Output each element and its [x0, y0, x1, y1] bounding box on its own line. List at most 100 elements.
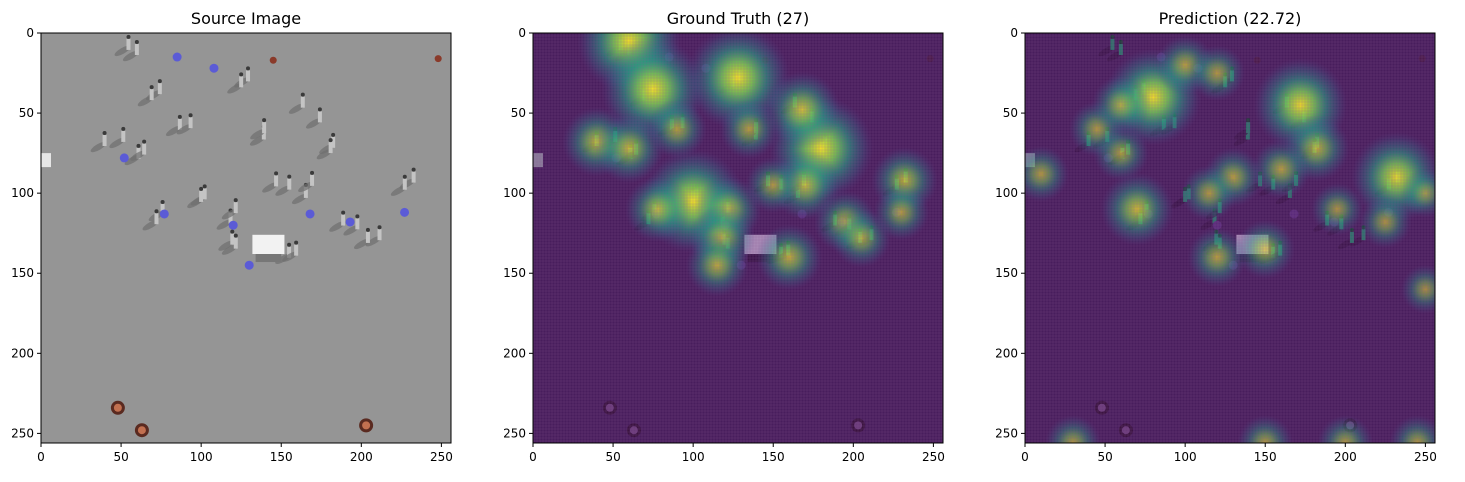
bin-marker [228, 220, 238, 230]
person-shadow [130, 150, 147, 161]
person-head [154, 209, 159, 214]
person-shadow [305, 118, 322, 129]
person [102, 135, 107, 147]
person-shadow [137, 95, 154, 107]
person [365, 231, 370, 243]
panel-1-frame [532, 32, 944, 444]
person [142, 143, 147, 155]
person-shadow [176, 124, 193, 135]
person [287, 178, 292, 190]
y-tick-label: 50 [511, 106, 526, 120]
person-shadow [216, 219, 233, 230]
y-tick-label: 0 [1010, 26, 1018, 40]
barrel-top [362, 421, 371, 430]
person [246, 70, 251, 82]
person [274, 175, 279, 187]
person-shadow [262, 182, 279, 193]
person-head [365, 227, 370, 232]
person [402, 178, 407, 190]
person [303, 186, 308, 198]
person-head [246, 66, 251, 71]
image-background [41, 33, 451, 443]
person-shadow [250, 128, 267, 140]
person-head [188, 113, 193, 118]
person-head [355, 214, 360, 219]
bin-marker [172, 52, 182, 62]
y-tick-label: 200 [503, 346, 526, 360]
person-shadow [329, 221, 346, 232]
y-tick-label: 200 [11, 346, 34, 360]
person-shadow [90, 141, 107, 153]
vehicle-shadow [255, 254, 282, 263]
x-tick-label: 200 [350, 450, 373, 464]
person-head [149, 85, 154, 90]
x-tick-label: 100 [682, 450, 705, 464]
person-head [287, 174, 292, 179]
panel-1-image [533, 33, 943, 443]
person [154, 213, 159, 225]
y-tick-label: 100 [995, 186, 1018, 200]
y-tick-label: 150 [995, 266, 1018, 280]
bin-marker [345, 217, 355, 227]
panel-2-title: Prediction (22.72) [1159, 9, 1302, 28]
y-tick-label: 150 [11, 266, 34, 280]
y-tick-label: 100 [11, 186, 34, 200]
person-head [294, 240, 299, 245]
person-shadow [291, 193, 308, 205]
person-shadow [316, 148, 333, 160]
person-head [142, 139, 147, 144]
y-tick-label: 250 [503, 426, 526, 440]
vehicle [252, 234, 285, 255]
person-shadow [122, 50, 139, 62]
y-tick-label: 100 [503, 186, 526, 200]
person-shadow [282, 251, 299, 262]
person [239, 76, 244, 88]
x-tick-label: 50 [1097, 450, 1112, 464]
person-head [230, 229, 235, 234]
person-head [157, 79, 162, 84]
x-tick-label: 100 [1174, 450, 1197, 464]
person-head [274, 171, 279, 176]
person-shadow [275, 185, 292, 196]
y-tick-label: 250 [11, 426, 34, 440]
barrel-top [137, 426, 146, 435]
person [328, 142, 333, 154]
x-tick-label: 250 [922, 450, 945, 464]
person [228, 212, 233, 224]
person [411, 171, 416, 183]
person-shadow [218, 240, 235, 251]
x-tick-label: 50 [113, 450, 128, 464]
person-shadow [343, 225, 360, 236]
panel-0-image [41, 33, 451, 443]
person-head [102, 131, 107, 136]
cone-marker [269, 56, 277, 64]
person-head [331, 132, 336, 137]
person-shadow [109, 137, 126, 149]
panel-0-frame [40, 32, 452, 444]
y-tick-label: 150 [503, 266, 526, 280]
person-head [202, 184, 207, 189]
person-shadow [142, 220, 159, 231]
y-tick-label: 0 [26, 26, 34, 40]
person-shadow [221, 208, 238, 220]
bin-marker [305, 209, 315, 219]
person [149, 89, 154, 101]
edge-object [41, 153, 51, 168]
person [177, 118, 182, 130]
person [355, 218, 360, 230]
person-head [377, 225, 382, 230]
person-shadow [298, 181, 314, 193]
person-head [300, 92, 305, 97]
person [317, 111, 322, 123]
person-shadow [390, 185, 407, 196]
bin-marker [119, 153, 129, 163]
x-tick-label: 250 [430, 450, 453, 464]
person [341, 214, 346, 226]
person-head [233, 198, 238, 203]
person-head [134, 39, 139, 44]
person [377, 229, 382, 241]
bin-marker [209, 63, 219, 73]
person-head [411, 167, 416, 172]
bin-marker [159, 209, 169, 219]
